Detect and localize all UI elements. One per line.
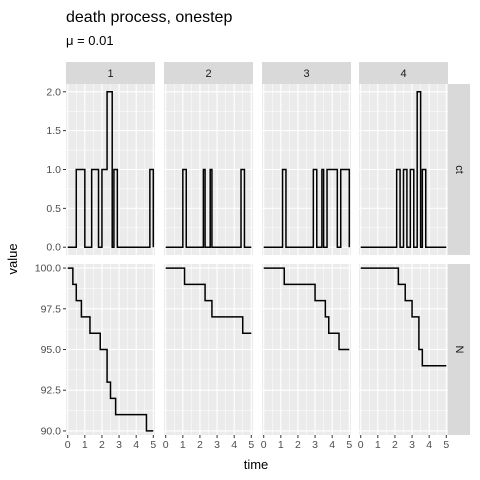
x-tick-label: 1	[82, 439, 88, 451]
x-tick-label: 3	[312, 439, 318, 451]
x-tick-label: 0	[261, 439, 267, 451]
panel-3-N	[262, 264, 351, 435]
step-line-4-N	[360, 267, 447, 367]
panel-4-N	[359, 264, 448, 435]
facet-panels: 1 2 3 4ctN0.00.51.01.52.090.092.595.097.510…	[35, 62, 470, 451]
y-tick-label: 90.0	[41, 425, 62, 437]
x-tick-label: 1	[375, 439, 381, 451]
facet-strip-label-4: 4	[400, 68, 406, 80]
x-tick-label: 0	[65, 439, 71, 451]
y-tick-label: 100.0	[35, 263, 61, 275]
x-tick-label: 1	[278, 439, 284, 451]
x-tick-label: 0	[163, 439, 169, 451]
x-tick-label: 3	[409, 439, 415, 451]
step-line-3-ct	[263, 168, 351, 248]
x-tick-label: 2	[99, 439, 105, 451]
x-axis-title: time	[244, 457, 269, 472]
x-tick-label: 0	[358, 439, 364, 451]
x-tick-label: 5	[150, 439, 156, 451]
facet-strip-col-1	[66, 62, 155, 84]
x-tick-label: 2	[295, 439, 301, 451]
x-tick-label: 2	[392, 439, 398, 451]
step-line-1-N	[67, 267, 154, 432]
facet-strip-label-N: N	[453, 346, 465, 354]
x-tick-label: 5	[443, 439, 449, 451]
facet-strip-label-2: 2	[205, 68, 211, 80]
chart-title: death process, onestep	[66, 9, 232, 26]
facet-strip-label-3: 3	[303, 68, 309, 80]
facet-strip-row-N	[448, 264, 470, 435]
x-tick-label: 4	[329, 439, 335, 451]
x-tick-label: 5	[248, 439, 254, 451]
x-tick-label: 4	[133, 439, 139, 451]
step-line-4-ct	[360, 91, 447, 248]
step-line-2-N	[165, 267, 252, 334]
facet-strip-label-ct: ct	[453, 165, 465, 174]
step-line-3-N	[263, 267, 350, 351]
x-tick-label: 4	[231, 439, 237, 451]
y-tick-label: 97.5	[41, 303, 62, 315]
panel-1-N	[66, 264, 155, 435]
panel-2-N	[164, 264, 253, 435]
facet-strip-row-ct	[448, 84, 470, 255]
x-tick-label: 4	[426, 439, 432, 451]
x-tick-label: 3	[214, 439, 220, 451]
y-tick-label: 92.5	[41, 385, 62, 397]
facet-strip-col-4	[359, 62, 448, 84]
step-line-1-ct	[67, 91, 155, 248]
step-line-2-ct	[165, 168, 252, 248]
panel-2-ct	[164, 84, 253, 255]
facet-strip-col-2	[164, 62, 253, 84]
y-tick-label: 95.0	[41, 344, 62, 356]
y-tick-label: 2.0	[46, 86, 61, 98]
y-tick-label: 0.5	[46, 203, 61, 215]
y-tick-label: 0.0	[46, 242, 61, 254]
facet-strip-col-3	[262, 62, 351, 84]
chart-subtitle: μ = 0.01	[66, 33, 114, 48]
y-axis-title: value	[5, 243, 20, 274]
x-tick-label: 2	[197, 439, 203, 451]
facet-strip-label-1: 1	[107, 68, 113, 80]
x-tick-label: 5	[346, 439, 352, 451]
y-tick-label: 1.0	[46, 164, 61, 176]
y-tick-label: 1.5	[46, 125, 61, 137]
x-tick-label: 1	[180, 439, 186, 451]
x-tick-label: 3	[116, 439, 122, 451]
